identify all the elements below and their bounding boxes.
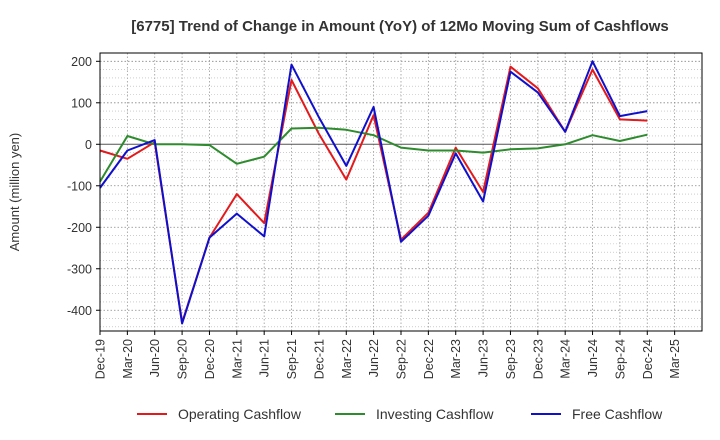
legend-label: Investing Cashflow: [376, 406, 494, 422]
y-tick-label: -400: [67, 304, 92, 318]
x-tick-label: Mar-25: [668, 339, 682, 379]
series-lines: [99, 60, 648, 325]
x-tick-label: Sep-21: [285, 339, 299, 379]
x-axis-ticks: Dec-19 Mar-20 Jun-20 Sep-20 Dec-20 Mar-21 Jun-…: [94, 331, 682, 379]
y-axis-label: Amount (million yen): [7, 133, 22, 252]
x-tick-label: Mar-22: [340, 339, 354, 379]
x-tick-label: Sep-20: [176, 339, 190, 379]
x-tick-label: Mar-23: [449, 339, 463, 379]
x-tick-label: Dec-19: [94, 339, 108, 379]
legend: Operating Cashflow Investing Cashflow Free…: [137, 406, 663, 422]
legend-label: Operating Cashflow: [178, 406, 302, 422]
x-tick-label: Dec-20: [203, 339, 217, 379]
legend-label: Free Cashflow: [572, 406, 663, 422]
x-tick-label: Jun-23: [477, 339, 491, 377]
y-tick-label: -100: [67, 179, 92, 193]
x-tick-label: Sep-22: [395, 339, 409, 379]
x-tick-label: Jun-24: [586, 339, 600, 377]
y-tick-label: 0: [85, 138, 92, 152]
x-tick-label: Dec-24: [641, 339, 655, 379]
x-tick-label: Dec-21: [312, 339, 326, 379]
chart-title: [6775] Trend of Change in Amount (YoY) o…: [131, 18, 669, 35]
y-tick-label: -200: [67, 221, 92, 235]
x-tick-label: Sep-23: [504, 339, 518, 379]
x-tick-label: Mar-21: [230, 339, 244, 379]
x-tick-label: Mar-20: [121, 339, 135, 379]
series-line-free-cashflow: [99, 60, 648, 325]
y-tick-label: 200: [71, 55, 92, 69]
x-tick-label: Jun-22: [367, 339, 381, 377]
plot-frame: [99, 52, 703, 332]
x-tick-label: Mar-24: [559, 339, 573, 379]
x-tick-label: Dec-22: [422, 339, 436, 379]
grid: [100, 53, 702, 331]
y-axis-ticks: 200 100 0 -100 -200 -300 -400: [67, 55, 100, 318]
x-tick-label: Sep-24: [613, 339, 627, 379]
x-tick-label: Jun-21: [258, 339, 272, 377]
y-tick-label: 100: [71, 96, 92, 110]
series-line-investing-cashflow: [99, 126, 648, 183]
x-tick-label: Jun-20: [148, 339, 162, 377]
y-tick-label: -300: [67, 262, 92, 276]
x-tick-label: Dec-23: [531, 339, 545, 379]
